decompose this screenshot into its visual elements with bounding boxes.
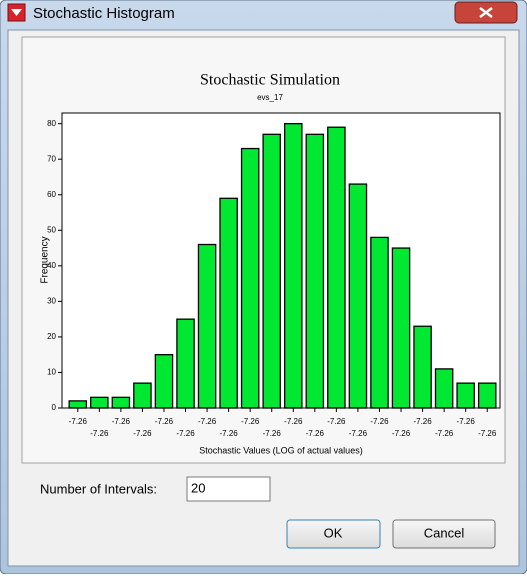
y-tick-label: 70 <box>47 154 56 163</box>
x-axis-label: Stochastic Values (LOG of actual values) <box>199 445 362 455</box>
x-tick-label: -7.26 <box>478 429 497 438</box>
intervals-input[interactable] <box>186 476 271 502</box>
intervals-label: Number of Intervals: <box>40 481 157 496</box>
chart-title: Stochastic Simulation <box>200 72 340 89</box>
y-tick-label: 10 <box>47 368 56 377</box>
x-tick-label: -7.26 <box>457 417 476 426</box>
bar <box>477 382 497 409</box>
x-tick-label: -7.26 <box>284 417 303 426</box>
bar <box>305 133 325 409</box>
bar <box>284 123 303 409</box>
chart-subtitle: evs_17 <box>257 93 283 102</box>
close-glyph <box>479 7 493 18</box>
bar <box>391 247 411 409</box>
x-tick-label: -7.26 <box>241 417 260 426</box>
x-tick-label: -7.26 <box>413 417 432 426</box>
bar <box>176 318 195 409</box>
x-tick-label: -7.26 <box>112 417 131 426</box>
bar <box>68 400 88 409</box>
x-tick-label: -7.26 <box>349 429 368 438</box>
x-tick-label: -7.26 <box>435 429 454 438</box>
bar <box>133 382 152 409</box>
x-tick-label: -7.26 <box>198 417 217 426</box>
intervals-value: 20 <box>191 480 205 495</box>
bar <box>240 147 260 409</box>
bar <box>90 396 109 409</box>
bar <box>219 197 238 409</box>
ok-label: OK <box>324 525 343 540</box>
y-tick-label: 60 <box>47 190 56 199</box>
bar <box>197 243 217 409</box>
x-tick-label: -7.26 <box>69 417 88 426</box>
x-tick-label: -7.26 <box>133 429 152 438</box>
y-tick-label: 30 <box>47 296 56 305</box>
bar <box>262 133 281 409</box>
x-tick-label: -7.26 <box>370 417 389 426</box>
window-title: Stochastic Histogram <box>33 5 175 22</box>
ok-button[interactable] <box>286 519 381 549</box>
x-tick-label: -7.26 <box>220 429 239 438</box>
x-tick-label: -7.26 <box>90 429 109 438</box>
cancel-button[interactable] <box>392 519 496 549</box>
bar <box>111 396 131 409</box>
x-tick-label: -7.26 <box>392 429 411 438</box>
x-tick-label: -7.26 <box>327 417 346 426</box>
y-tick-label: 20 <box>47 332 56 341</box>
x-tick-label: -7.26 <box>263 429 282 438</box>
bar <box>456 382 475 409</box>
app-icon-glyph <box>11 9 22 16</box>
y-tick-label: 40 <box>47 261 56 270</box>
y-tick-label: 0 <box>52 403 57 412</box>
y-tick-label: 80 <box>47 119 56 128</box>
bar <box>154 354 174 409</box>
plot-area <box>61 112 501 409</box>
bar <box>348 183 368 409</box>
bar <box>327 126 346 409</box>
bar <box>370 236 389 409</box>
x-tick-label: -7.26 <box>176 429 195 438</box>
x-tick-label: -7.26 <box>306 429 325 438</box>
bar <box>434 368 454 409</box>
bar <box>413 325 432 409</box>
cancel-label: Cancel <box>424 525 465 540</box>
x-tick-label: -7.26 <box>155 417 174 426</box>
y-axis-label: Frequency <box>40 236 51 283</box>
plot: 01020304050607080-7.26-7.26-7.26-7.26-7.… <box>47 112 501 438</box>
y-tick-label: 50 <box>47 225 56 234</box>
